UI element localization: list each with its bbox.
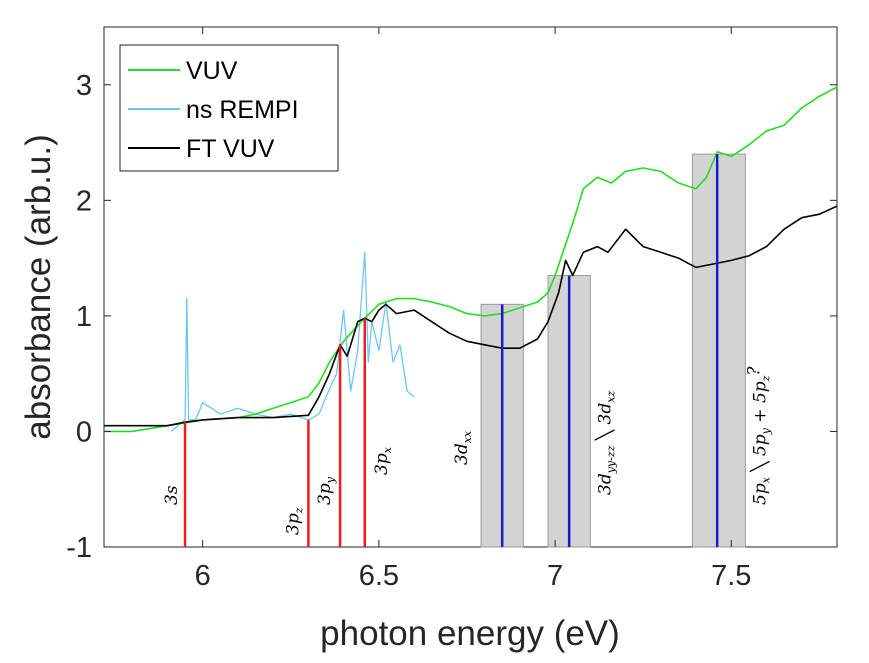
anno-5p: 5px ╲ 5py + 5pz? <box>744 366 772 505</box>
x-tick-label-1: 6.5 <box>359 560 399 592</box>
y-axis-label: absorbance (arb.u.) <box>19 134 58 439</box>
band-2 <box>692 153 746 548</box>
x-axis-label: photon energy (eV) <box>320 614 620 653</box>
y-tick-label-3: 2 <box>76 185 92 217</box>
transition-sticks <box>183 154 719 547</box>
y-tick-label-2: 1 <box>76 301 92 333</box>
x-tick-label-2: 7 <box>547 560 563 592</box>
annotations: 3s 3pz 3py 3px 3dxx 3dyy-zz ╲ 3dxz 5px ╲ 5py +… <box>162 366 772 535</box>
legend-label-rempi: ns REMPI <box>186 96 299 124</box>
series-layer <box>104 86 838 433</box>
legend: VUV ns REMPI FT VUV <box>119 44 339 172</box>
anno-3py: 3py <box>315 476 337 505</box>
axis-ticks: 6 6.5 7 7.5 -1 0 1 2 3 <box>66 27 837 592</box>
y-tick-label-0: -1 <box>66 532 92 564</box>
anno-3dxx: 3dxx <box>452 430 474 465</box>
anno-3dyyzz-xz: 3dyy-zz ╲ 3dxz <box>594 391 617 495</box>
series-ns-rempi <box>170 251 415 432</box>
anno-3pz: 3pz <box>283 507 305 535</box>
y-tick-label-1: 0 <box>76 416 92 448</box>
anno-3px: 3px <box>372 446 394 475</box>
y-tick-label-4: 3 <box>76 70 92 102</box>
series-ft-vuv <box>104 205 838 427</box>
anno-3s: 3s <box>162 485 182 505</box>
x-tick-label-3: 7.5 <box>711 560 751 592</box>
legend-label-vuv: VUV <box>186 57 238 85</box>
x-tick-label-0: 6 <box>195 560 211 592</box>
legend-label-ftvuv: FT VUV <box>186 135 275 163</box>
series-vuv <box>104 86 838 433</box>
